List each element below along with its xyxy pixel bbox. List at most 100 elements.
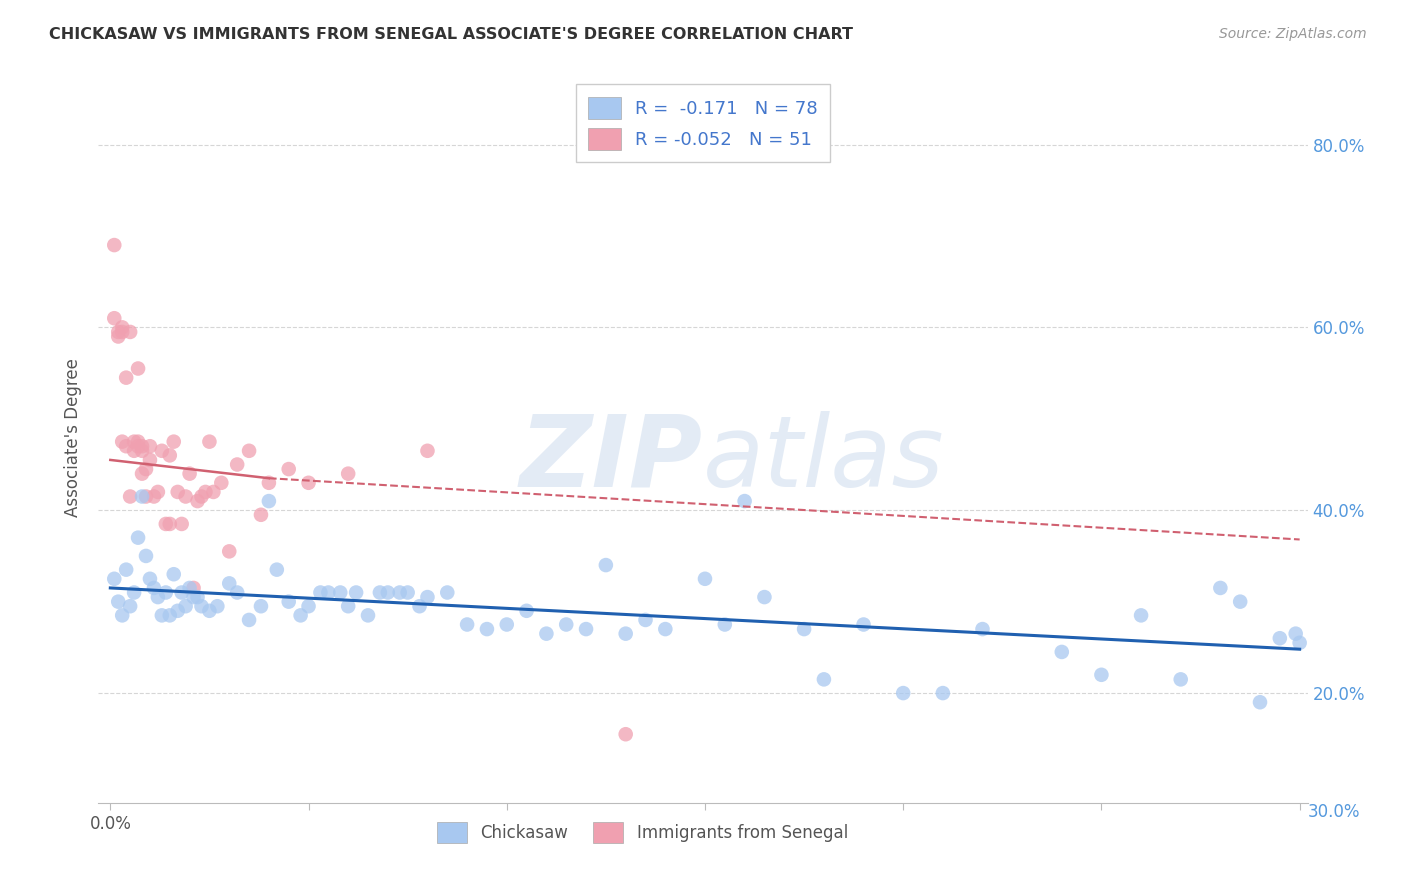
Point bbox=[115, 563, 138, 577]
Point bbox=[290, 608, 312, 623]
Point bbox=[209, 475, 232, 490]
Point bbox=[1130, 608, 1153, 623]
Point bbox=[614, 727, 637, 741]
Point bbox=[357, 608, 380, 623]
Point bbox=[226, 458, 249, 472]
Point bbox=[120, 490, 142, 504]
Point bbox=[103, 311, 125, 326]
Point bbox=[146, 485, 169, 500]
Point bbox=[368, 585, 391, 599]
Point bbox=[159, 448, 181, 462]
Point bbox=[1229, 594, 1251, 608]
Point bbox=[131, 443, 153, 458]
Point bbox=[179, 467, 201, 481]
Point bbox=[456, 617, 478, 632]
Point bbox=[714, 617, 737, 632]
Text: CHICKASAW VS IMMIGRANTS FROM SENEGAL ASSOCIATE'S DEGREE CORRELATION CHART: CHICKASAW VS IMMIGRANTS FROM SENEGAL ASS… bbox=[49, 27, 853, 42]
Point bbox=[207, 599, 229, 614]
Point bbox=[166, 604, 188, 618]
Point bbox=[932, 686, 955, 700]
Point bbox=[416, 590, 439, 604]
Point bbox=[174, 490, 197, 504]
Point bbox=[337, 467, 360, 481]
Point bbox=[309, 585, 332, 599]
Point bbox=[139, 572, 162, 586]
Point bbox=[190, 599, 212, 614]
Point bbox=[852, 617, 875, 632]
Point bbox=[170, 516, 193, 531]
Point bbox=[202, 485, 225, 500]
Point bbox=[131, 467, 153, 481]
Point bbox=[135, 549, 157, 563]
Point bbox=[198, 434, 221, 449]
Point bbox=[115, 439, 138, 453]
Point bbox=[388, 585, 411, 599]
Point bbox=[122, 585, 145, 599]
Point bbox=[163, 567, 186, 582]
Point bbox=[139, 453, 162, 467]
Point bbox=[257, 475, 280, 490]
Point bbox=[226, 585, 249, 599]
Point bbox=[754, 590, 776, 604]
Point bbox=[734, 494, 756, 508]
Point bbox=[250, 599, 273, 614]
Point bbox=[277, 594, 299, 608]
Point bbox=[186, 590, 208, 604]
Point bbox=[120, 599, 142, 614]
Text: atlas: atlas bbox=[703, 410, 945, 508]
Point bbox=[131, 439, 153, 453]
Point bbox=[111, 325, 134, 339]
Point bbox=[166, 485, 188, 500]
Point bbox=[190, 490, 212, 504]
Point bbox=[495, 617, 517, 632]
Text: 30.0%: 30.0% bbox=[1308, 803, 1360, 821]
Point bbox=[475, 622, 498, 636]
Point bbox=[972, 622, 994, 636]
Point bbox=[135, 462, 157, 476]
Point bbox=[142, 490, 165, 504]
Point bbox=[122, 434, 145, 449]
Point bbox=[122, 443, 145, 458]
Point bbox=[155, 585, 177, 599]
Point bbox=[127, 434, 149, 449]
Point bbox=[614, 626, 637, 640]
Text: ZIP: ZIP bbox=[520, 410, 703, 508]
Point bbox=[634, 613, 657, 627]
Point bbox=[337, 599, 360, 614]
Point bbox=[155, 516, 177, 531]
Point bbox=[146, 590, 169, 604]
Point bbox=[555, 617, 578, 632]
Point bbox=[693, 572, 716, 586]
Point bbox=[183, 581, 205, 595]
Point bbox=[186, 494, 208, 508]
Point bbox=[238, 443, 260, 458]
Point bbox=[654, 622, 676, 636]
Point bbox=[218, 544, 240, 558]
Point bbox=[1170, 673, 1192, 687]
Point bbox=[139, 439, 162, 453]
Legend: Chickasaw, Immigrants from Senegal: Chickasaw, Immigrants from Senegal bbox=[430, 815, 855, 849]
Point bbox=[150, 608, 173, 623]
Point bbox=[516, 604, 538, 618]
Point bbox=[142, 581, 165, 595]
Point bbox=[318, 585, 340, 599]
Point bbox=[131, 490, 153, 504]
Point bbox=[183, 590, 205, 604]
Point bbox=[111, 608, 134, 623]
Point bbox=[111, 320, 134, 334]
Point bbox=[277, 462, 299, 476]
Point bbox=[150, 443, 173, 458]
Point bbox=[115, 370, 138, 384]
Point bbox=[127, 531, 149, 545]
Point bbox=[297, 475, 319, 490]
Point bbox=[1285, 626, 1308, 640]
Point bbox=[127, 361, 149, 376]
Point bbox=[111, 434, 134, 449]
Point bbox=[377, 585, 399, 599]
Point bbox=[127, 439, 149, 453]
Point bbox=[793, 622, 815, 636]
Point bbox=[107, 329, 129, 343]
Point bbox=[813, 673, 835, 687]
Text: Source: ZipAtlas.com: Source: ZipAtlas.com bbox=[1219, 27, 1367, 41]
Point bbox=[1268, 632, 1291, 646]
